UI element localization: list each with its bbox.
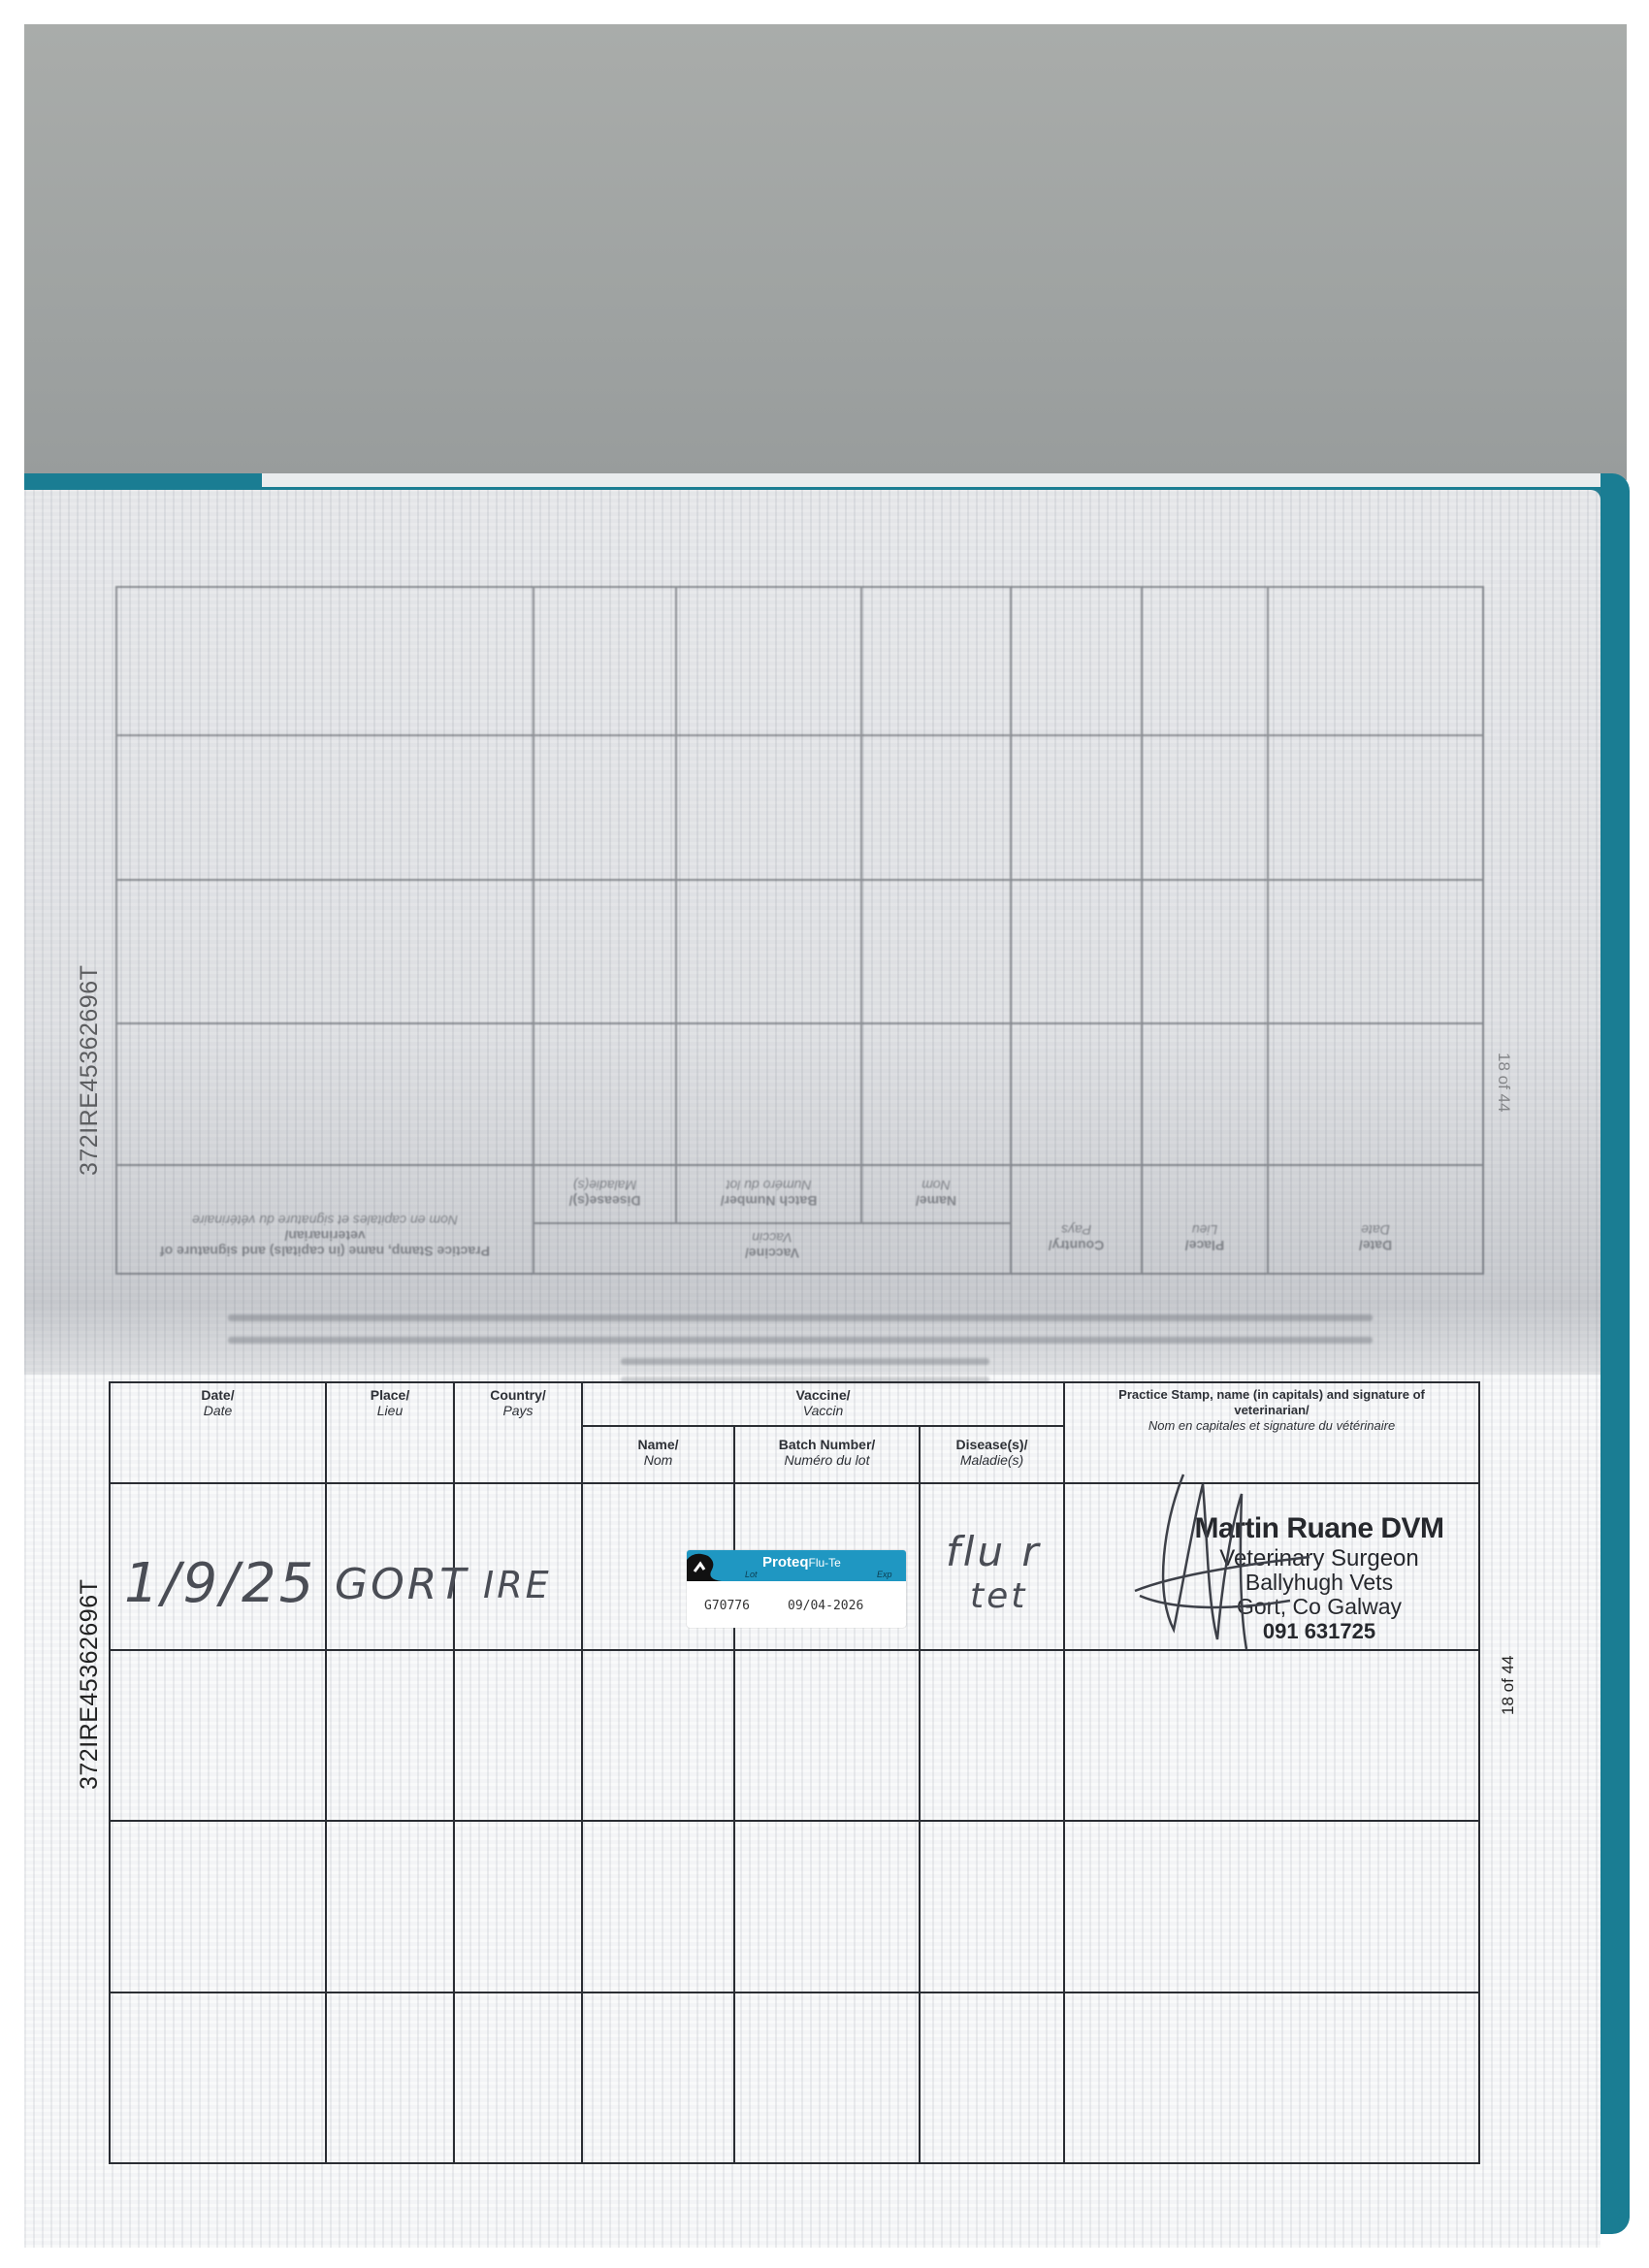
practice-stamp: Martin Ruane DVM Veterinary Surgeon Ball…	[1179, 1511, 1460, 1643]
entry-country: IRE	[483, 1564, 552, 1606]
entry-disease-1: flu r	[946, 1528, 1042, 1575]
batch-number: G70776	[704, 1599, 750, 1613]
header-country: Country/Pays	[453, 1381, 583, 1484]
table-row	[109, 1820, 1481, 1993]
vaccine-logo-icon	[687, 1553, 722, 1581]
exp-label: Exp	[877, 1570, 892, 1579]
vaccine-sticker: ProteqFlu-Te Lot Exp G70776 09/04-2026	[687, 1550, 906, 1628]
table-row	[109, 1992, 1481, 2164]
page-number: 18 of 44	[1499, 1655, 1517, 1715]
instruction-line	[228, 1314, 1373, 1321]
header-place: Place/Lieu	[325, 1381, 455, 1484]
practice-address: Gort, Co Galway	[1237, 1594, 1402, 1619]
expiry-date: 09/04-2026	[788, 1599, 864, 1613]
entry-place: GORT	[335, 1560, 469, 1609]
instruction-line	[621, 1377, 989, 1383]
instruction-line	[621, 1358, 989, 1365]
vaccination-table: Date/Date Place/Lieu Country/Pays Vaccin…	[109, 1381, 1481, 2164]
entry-date: 1/9/25	[124, 1552, 317, 1615]
vet-title: Veterinary Surgeon	[1219, 1545, 1419, 1571]
vet-signature	[1134, 1474, 1310, 1650]
header-vaccine: Vaccine/Vaccin	[580, 1381, 1066, 1427]
page-edge	[262, 473, 1600, 487]
vaccine-brand: ProteqFlu-Te	[762, 1554, 841, 1571]
entry-disease-2: tet	[970, 1576, 1028, 1616]
practice-name: Ballyhugh Vets	[1245, 1570, 1394, 1595]
page-fold-shadow	[24, 490, 1600, 1375]
scanner-background	[24, 24, 1627, 480]
header-stamp: Practice Stamp, name (in capitals) and s…	[1063, 1381, 1481, 1484]
table-row	[109, 1649, 1481, 1822]
header-date: Date/Date	[109, 1381, 327, 1484]
header-disease: Disease(s)/Maladie(s)	[918, 1425, 1066, 1484]
instruction-line	[228, 1337, 1373, 1344]
header-batch: Batch Number/Numéro du lot	[733, 1425, 921, 1484]
header-name: Name/Nom	[581, 1425, 735, 1484]
lot-label: Lot	[745, 1570, 758, 1579]
practice-phone: 091 631725	[1262, 1619, 1376, 1643]
passport-id: 372IRE45362696T	[76, 1578, 103, 1790]
upper-page	[24, 490, 1600, 1375]
